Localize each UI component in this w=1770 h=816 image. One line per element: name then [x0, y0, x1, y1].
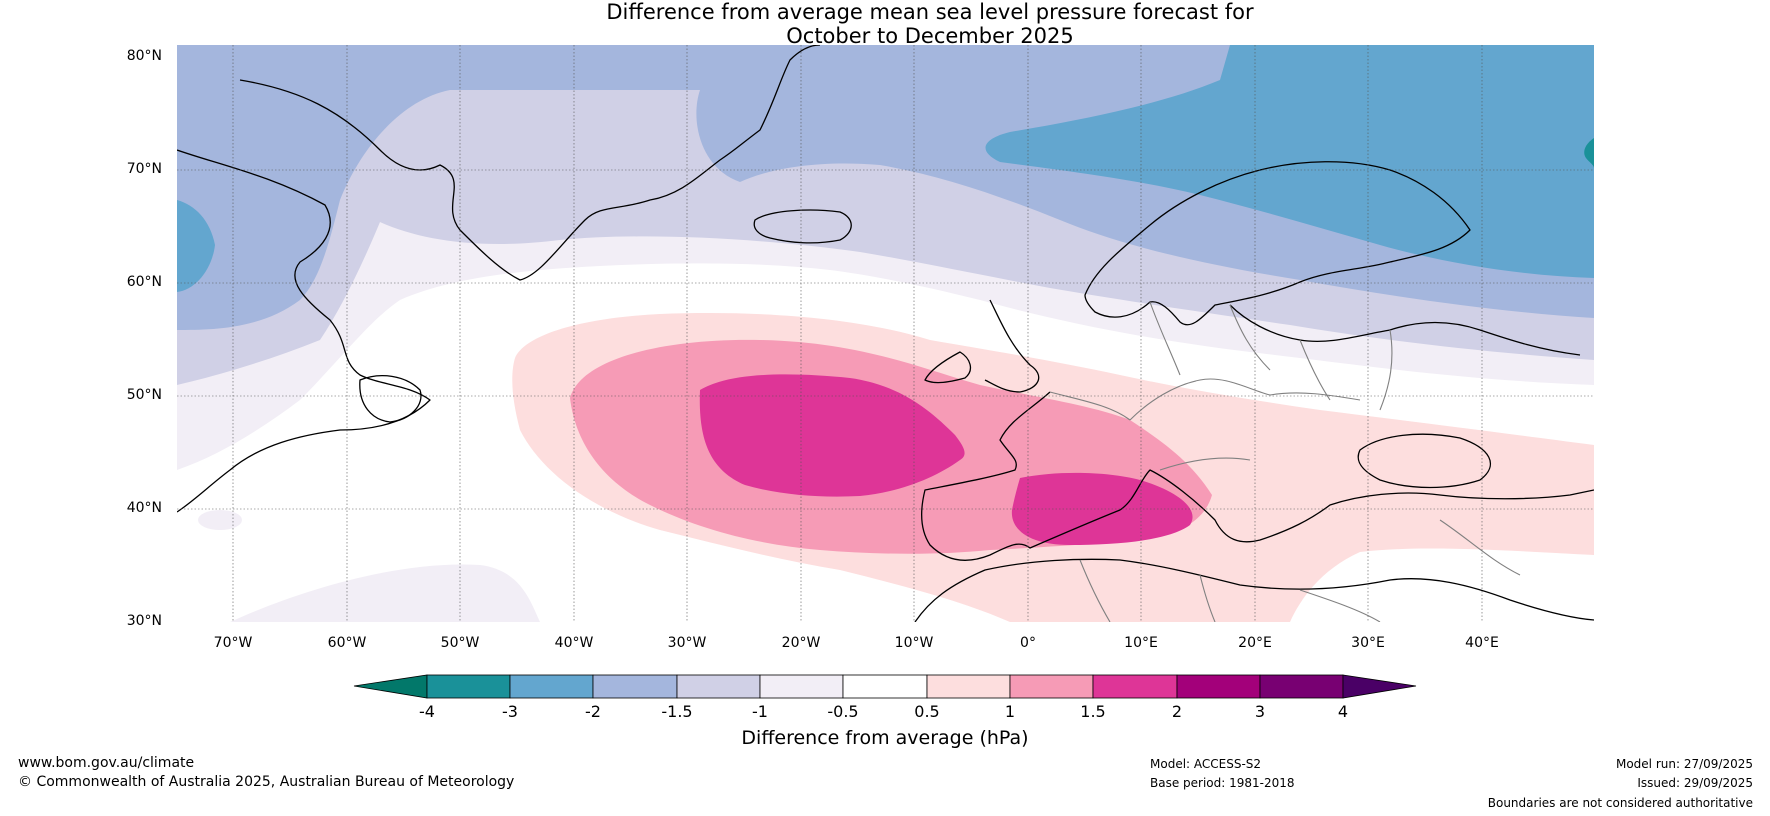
coast-iceland [753, 209, 852, 244]
colorbar-tick: 0.5 [914, 702, 940, 721]
model-run: Model run: 27/09/2025 [1615, 757, 1753, 771]
coast-north-america [177, 149, 431, 513]
lon-label: 30°W [667, 635, 707, 651]
coast-british-isles [924, 299, 1040, 393]
lon-label: 60°W [327, 635, 367, 651]
colorbar-tick: 3 [1254, 702, 1266, 721]
anomaly-region-neg2 [985, 45, 1594, 278]
colorbar-swatch [1259, 674, 1344, 699]
lat-label: 60°N [126, 274, 162, 290]
map-title: Difference from average mean sea level p… [0, 0, 1770, 48]
model-name: Model: ACCESS-S2 [1150, 757, 1262, 771]
title-line-2: October to December 2025 [786, 24, 1074, 48]
lon-label: 50°W [440, 635, 480, 651]
lat-label: 70°N [126, 161, 162, 177]
colorbar-label: Difference from average (hPa) [741, 727, 1029, 749]
country-borders [1049, 301, 1521, 622]
coast-north-africa [914, 558, 1594, 622]
border-lines [1049, 301, 1521, 622]
anomaly-region-neg3 [1584, 138, 1594, 168]
colorbar-swatch [509, 674, 594, 699]
lon-label: 70°W [213, 635, 253, 651]
coast-greenland [239, 45, 821, 281]
colorbar-tick: -1 [752, 702, 768, 721]
lat-label: 80°N [126, 48, 162, 64]
colorbar-tick: -4 [419, 702, 435, 721]
colorbar-tick: 1 [1004, 702, 1016, 721]
boundaries-disclaimer: Boundaries are not considered authoritat… [1487, 796, 1753, 810]
anomaly-region-neg1p5-west [177, 99, 328, 301]
lon-label: 40°W [554, 635, 594, 651]
lat-label: 30°N [126, 613, 162, 629]
colorbar-swatch [926, 674, 1011, 699]
colorbar-tick: -2 [585, 702, 601, 721]
base-period: Base period: 1981-2018 [1150, 776, 1295, 790]
copyright: © Commonwealth of Australia 2025, Austra… [18, 774, 515, 790]
coast-black-sea [1357, 433, 1492, 489]
colorbar-tick: -1.5 [661, 702, 693, 721]
colorbar-tick: -3 [502, 702, 518, 721]
issued-date: Issued: 29/09/2025 [1637, 776, 1753, 790]
colorbar-tick: 4 [1337, 702, 1349, 721]
lon-label: 20°E [1238, 635, 1272, 651]
colorbar-swatch [1176, 674, 1261, 699]
colorbar-swatch [1092, 674, 1178, 699]
colorbar-swatch [759, 674, 844, 699]
lon-label: 0° [1020, 635, 1036, 651]
coast-scandinavia [1084, 161, 1471, 326]
anomaly-region-neg2-west [177, 200, 215, 292]
coast-western-europe [921, 391, 1594, 561]
lat-label: 40°N [126, 500, 162, 516]
website-link[interactable]: www.bom.gov.au/climate [18, 755, 195, 771]
colorbar-extend-high [1342, 674, 1417, 699]
coast-baltic [1229, 304, 1581, 356]
colorbar-extend-low [353, 674, 428, 699]
lon-label: 20°W [781, 635, 821, 651]
lat-label: 50°N [126, 387, 162, 403]
title-line-1: Difference from average mean sea level p… [606, 0, 1254, 24]
colorbar-swatch [842, 674, 928, 699]
colorbar [353, 674, 1417, 699]
lon-label: 40°E [1465, 635, 1499, 651]
coast-newfoundland [359, 375, 422, 423]
colorbar-swatch [426, 674, 511, 699]
anomaly-region-neg0p5-patch [198, 510, 242, 530]
anomaly-fields [177, 45, 1594, 622]
colorbar-swatch [1009, 674, 1094, 699]
anomaly-region-neg0p5-south [230, 564, 540, 622]
anomaly-region-pos1p5 [699, 374, 965, 497]
colorbar-tick: 1.5 [1080, 702, 1106, 721]
map-gridlines [177, 45, 1594, 622]
colorbar-swatch [592, 674, 678, 699]
coastlines [177, 45, 1594, 622]
lon-label: 30°E [1351, 635, 1385, 651]
colorbar-swatch [676, 674, 761, 699]
colorbar-tick: -0.5 [827, 702, 859, 721]
lon-label: 10°E [1124, 635, 1158, 651]
colorbar-tick: 2 [1171, 702, 1183, 721]
lon-label: 10°W [894, 635, 934, 651]
